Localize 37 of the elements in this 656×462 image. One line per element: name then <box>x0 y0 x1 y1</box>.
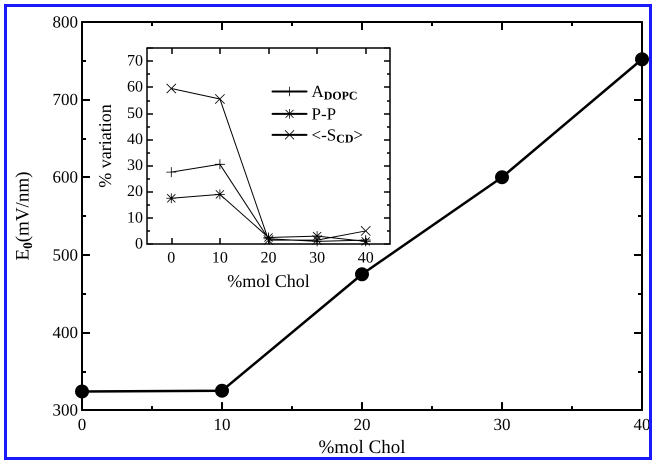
point <box>166 193 176 204</box>
y-tick-label: 600 <box>52 168 78 187</box>
x-tick-label: 10 <box>212 250 228 266</box>
legend-label: P-P <box>312 104 336 124</box>
y-tick-label: 800 <box>52 12 78 32</box>
x-tick-label: 30 <box>494 415 510 434</box>
y-tick-label: 0 <box>135 236 143 252</box>
y-tick-label: 10 <box>127 209 143 226</box>
point <box>214 159 225 170</box>
point <box>635 52 649 66</box>
point <box>75 384 89 398</box>
x-axis-title: %mol Chol <box>318 437 406 458</box>
x-tick-label: 20 <box>260 250 276 266</box>
x-tick-label: 10 <box>214 415 230 434</box>
x-axis-title: %mol Chol <box>227 271 310 291</box>
y-tick-label: 20 <box>127 183 143 200</box>
x-tick-label: 30 <box>309 250 326 266</box>
y-tick-label: 400 <box>52 322 78 342</box>
x-tick-label: 20 <box>354 415 370 434</box>
y-tick-label: 60 <box>127 78 143 96</box>
point <box>214 94 225 104</box>
y-axis-title: E0(mV/nm) <box>12 172 35 261</box>
y-tick-label: 50 <box>127 104 143 122</box>
point <box>166 167 176 178</box>
y-tick-label: 30 <box>127 157 143 174</box>
y-tick-label: 70 <box>127 52 143 70</box>
point <box>215 384 229 398</box>
point <box>214 189 225 200</box>
y-tick-label: 500 <box>52 245 78 264</box>
point <box>495 170 509 184</box>
y-tick-label: 300 <box>52 400 78 420</box>
point <box>355 267 369 282</box>
x-tick-label: 40 <box>358 250 374 266</box>
y-tick-label: 700 <box>52 90 78 110</box>
x-tick-label: 0 <box>167 250 176 266</box>
y-axis-title: % variation <box>95 104 115 188</box>
y-tick-label: 40 <box>127 130 143 148</box>
